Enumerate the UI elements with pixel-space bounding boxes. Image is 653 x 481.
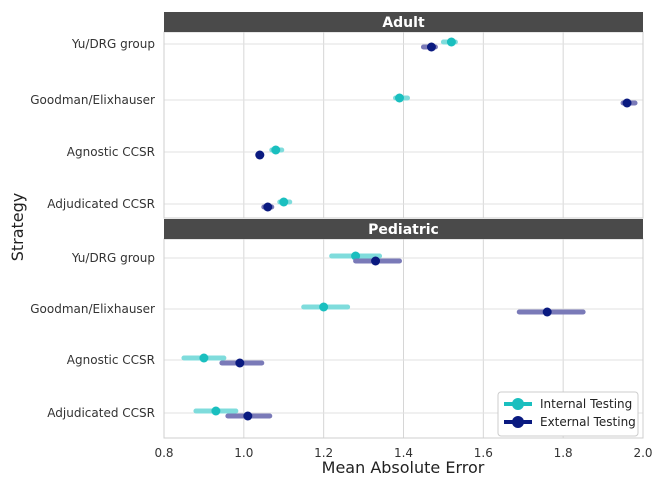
- legend: Internal Testing External Testing: [497, 391, 639, 437]
- y-tick-label: Agnostic CCSR: [67, 353, 155, 367]
- point-external: [542, 307, 552, 317]
- point-external: [243, 411, 253, 421]
- legend-label-external: External Testing: [540, 415, 636, 429]
- x-tick-label: 2.0: [633, 446, 652, 460]
- x-tick-label: 1.4: [394, 446, 413, 460]
- y-tick-label: Agnostic CCSR: [67, 145, 155, 159]
- x-axis-title: Mean Absolute Error: [322, 458, 485, 477]
- y-tick-label: Yu/DRG group: [71, 251, 155, 265]
- point-external: [371, 256, 381, 266]
- point-external: [622, 98, 632, 108]
- y-tick-label: Goodman/Elixhauser: [30, 93, 155, 107]
- point-external: [426, 42, 436, 52]
- legend-marker-external-dot: [512, 416, 524, 428]
- point-external: [235, 358, 245, 368]
- panel-strip: [164, 219, 643, 239]
- x-tick-label: 1.2: [314, 446, 333, 460]
- x-tick-label: 1.6: [474, 446, 493, 460]
- x-tick-label: 1.0: [234, 446, 253, 460]
- y-tick-label: Adjudicated CCSR: [47, 406, 155, 420]
- panel-strip: [164, 12, 643, 32]
- point-internal: [279, 197, 289, 207]
- x-tick-label: 1.8: [554, 446, 573, 460]
- point-external: [263, 202, 273, 212]
- panel-title: Pediatric: [368, 222, 439, 238]
- point-internal: [395, 93, 405, 103]
- point-internal: [199, 353, 209, 363]
- legend-label-internal: Internal Testing: [540, 397, 632, 411]
- point-internal: [319, 302, 329, 312]
- point-external: [255, 150, 265, 160]
- y-tick-label: Adjudicated CCSR: [47, 197, 155, 211]
- legend-marker-internal-dot: [512, 398, 524, 410]
- panel-title: Adult: [382, 15, 425, 31]
- y-tick-label: Goodman/Elixhauser: [30, 302, 155, 316]
- point-internal: [446, 37, 456, 47]
- legend-box: [497, 391, 639, 437]
- y-axis-title: Strategy: [8, 193, 27, 262]
- point-internal: [211, 406, 221, 416]
- point-internal: [351, 251, 361, 261]
- y-tick-label: Yu/DRG group: [71, 37, 155, 51]
- x-tick-label: 0.8: [154, 446, 173, 460]
- point-internal: [271, 145, 281, 155]
